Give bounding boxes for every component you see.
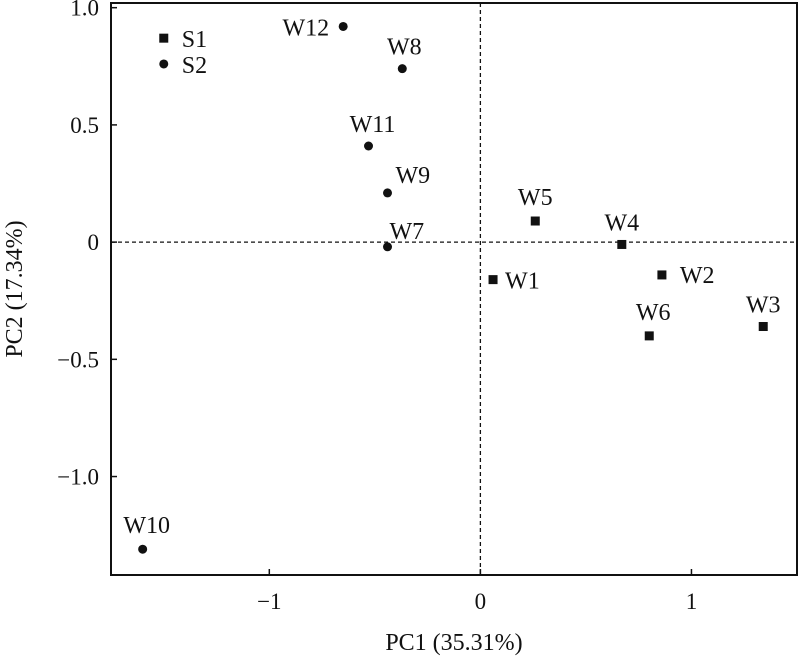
y-tick-label: 0.5 bbox=[70, 113, 99, 138]
point-w3-square bbox=[758, 322, 768, 332]
plot-frame bbox=[110, 2, 798, 576]
point-label-w1: W1 bbox=[505, 269, 540, 295]
point-label-w12: W12 bbox=[283, 15, 330, 41]
point-label-s1: S1 bbox=[182, 27, 207, 53]
point-s2-circle bbox=[159, 59, 169, 69]
x-axis-label: PC1 (35.31%) bbox=[385, 630, 522, 656]
point-w11-circle bbox=[364, 141, 374, 151]
point-label-w4: W4 bbox=[604, 210, 639, 236]
point-w4-square bbox=[617, 239, 627, 249]
point-s1-square bbox=[159, 33, 169, 43]
y-tick-label: −1.0 bbox=[57, 465, 99, 490]
point-w7-circle bbox=[383, 242, 393, 252]
point-label-w11: W11 bbox=[350, 112, 396, 138]
point-label-w6: W6 bbox=[636, 300, 671, 326]
point-label-w5: W5 bbox=[518, 185, 553, 211]
point-w9-circle bbox=[383, 188, 393, 198]
y-axis-label: PC2 (17.34%) bbox=[2, 220, 28, 357]
point-w10-circle bbox=[138, 544, 148, 554]
point-label-s2: S2 bbox=[182, 53, 207, 79]
y-tick-label: 1.0 bbox=[70, 0, 99, 21]
point-label-w7: W7 bbox=[390, 219, 425, 245]
y-tick-label: 0 bbox=[88, 230, 100, 255]
x-tick-label: −1 bbox=[257, 589, 281, 614]
point-label-w8: W8 bbox=[387, 35, 422, 61]
point-label-w3: W3 bbox=[746, 293, 781, 319]
point-w12-circle bbox=[338, 21, 348, 31]
point-w1-square bbox=[488, 275, 498, 285]
point-label-w9: W9 bbox=[396, 163, 431, 189]
point-w6-square bbox=[644, 331, 654, 341]
point-label-w10: W10 bbox=[123, 513, 170, 539]
y-tick-label: −0.5 bbox=[57, 347, 99, 372]
point-w5-square bbox=[530, 216, 540, 226]
point-w8-circle bbox=[397, 64, 407, 74]
point-w2-square bbox=[657, 270, 667, 280]
x-tick-label: 0 bbox=[475, 589, 487, 614]
point-label-w2: W2 bbox=[680, 263, 715, 289]
x-tick-label: 1 bbox=[686, 589, 698, 614]
